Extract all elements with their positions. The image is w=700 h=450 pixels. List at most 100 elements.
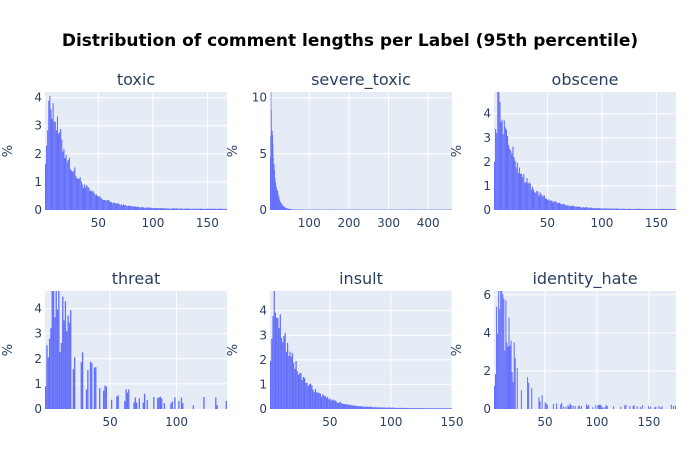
histogram-bar (132, 206, 134, 210)
histogram-bar (559, 202, 561, 210)
histogram-bar (442, 408, 444, 409)
histogram-bar (557, 203, 559, 210)
plot-background (270, 92, 452, 210)
histogram-bar (105, 200, 107, 210)
histogram-bar (273, 291, 275, 409)
histogram-bar (632, 208, 634, 210)
y-tick-label: 4 (483, 326, 491, 340)
histogram-bar (419, 407, 421, 409)
y-tick-label: 10 (252, 91, 267, 105)
histogram-bar (384, 407, 386, 409)
histogram-bar (216, 208, 218, 210)
histogram-bar (586, 404, 588, 409)
histogram-bar (147, 207, 149, 210)
histogram-bar (523, 174, 525, 210)
histogram-bar (149, 207, 151, 210)
histogram-bar (48, 338, 51, 409)
histogram-bar (445, 408, 448, 409)
histogram-bar (552, 403, 554, 409)
histogram-bar (283, 335, 285, 409)
histogram-bar (181, 208, 183, 210)
histogram-bar (539, 192, 541, 210)
histogram-bar (398, 407, 400, 409)
histogram-bar (144, 207, 146, 210)
histogram-bar (648, 406, 650, 409)
histogram-bar (613, 208, 615, 210)
histogram-bar (397, 407, 399, 409)
histogram-bar (641, 405, 643, 409)
histogram-bar (137, 206, 139, 210)
subplot-toxic: 0 1 2 3 4 50 100 150 toxic% (1, 70, 227, 230)
y-tick-label: 2 (34, 352, 42, 366)
histogram-bar (66, 162, 68, 210)
histogram-bar (143, 393, 146, 409)
histogram-bar (511, 371, 513, 409)
histogram-bar (281, 204, 283, 210)
histogram-bar (498, 291, 500, 409)
histogram-bar (505, 129, 507, 210)
histogram-bar (90, 190, 92, 210)
histogram-bar (648, 208, 650, 210)
histogram-bar (203, 208, 205, 210)
histogram-bar (438, 408, 440, 409)
y-tick-label: 2 (483, 364, 491, 378)
histogram-bar (506, 342, 508, 409)
histogram-bar (499, 309, 501, 409)
histogram-bar (75, 175, 77, 210)
histogram-bar (300, 373, 302, 409)
histogram-bar (422, 408, 425, 409)
histogram-bar (289, 209, 291, 210)
histogram-bar (170, 403, 172, 409)
histogram-bar (577, 406, 579, 409)
histogram-bar (325, 397, 328, 409)
histogram-bar (65, 154, 67, 210)
histogram-bar (376, 407, 378, 409)
histogram-bar (414, 408, 416, 409)
histogram-bar (61, 139, 63, 210)
histogram-bar (285, 207, 287, 210)
histogram-bar (66, 331, 68, 409)
histogram-bar (192, 405, 195, 409)
histogram-bar (654, 407, 656, 409)
histogram-bar (50, 109, 52, 210)
histogram-bar (157, 207, 159, 210)
histogram-bar (359, 406, 361, 409)
histogram-bar (280, 202, 282, 210)
histogram-bar (573, 205, 575, 210)
histogram-bar (270, 360, 272, 409)
histogram-bar (164, 208, 166, 210)
histogram-bar (503, 298, 505, 409)
histogram-bar (281, 203, 282, 210)
histogram-bar (283, 206, 285, 210)
histogram-bar (210, 208, 212, 210)
histogram-bar (103, 199, 105, 210)
histogram-bar (290, 209, 292, 210)
histogram-bar (166, 208, 168, 210)
histogram-bar (68, 322, 71, 409)
histogram-bar (392, 407, 394, 409)
x-tick-label: 100 (586, 415, 609, 429)
histogram-bar (629, 208, 631, 210)
histogram-bar (501, 291, 503, 409)
histogram-bar (294, 368, 296, 409)
histogram-bar (77, 179, 79, 210)
histogram-bar (546, 198, 548, 210)
histogram-bar (48, 100, 50, 210)
histogram-bar (197, 208, 199, 210)
histogram-bar (425, 408, 427, 409)
histogram-bar (193, 208, 195, 210)
histogram-bar (89, 190, 91, 210)
histogram-bar (283, 206, 285, 210)
y-axis-label: % (226, 344, 241, 356)
histogram-bar (172, 208, 174, 210)
histogram-bar (507, 136, 509, 210)
histogram-bar (117, 203, 119, 210)
histogram-bar (642, 208, 644, 210)
histogram-bar (390, 407, 392, 409)
histogram-bar (577, 206, 579, 210)
histogram-bar (171, 208, 173, 210)
histogram-bar (290, 209, 292, 210)
histogram-bar (444, 408, 446, 409)
histogram-bar (182, 403, 184, 409)
histogram-bar (131, 206, 133, 210)
